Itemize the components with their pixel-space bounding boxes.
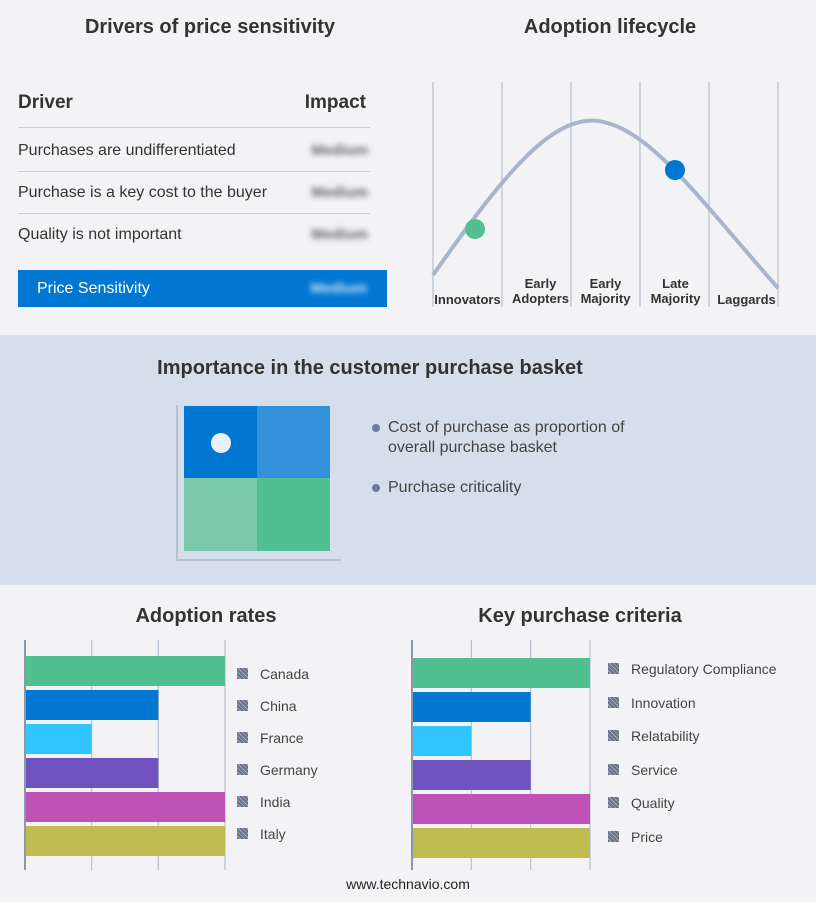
legend-swatch-icon [237,764,248,775]
price-sensitivity-summary: Price Sensitivity Medium [18,270,387,307]
driver-row: Purchases are undifferentiated Medium [18,130,370,172]
lifecycle-title: Adoption lifecycle [523,16,697,38]
legend-item: Relatability [608,728,699,744]
legend-label: India [260,794,291,810]
legend-item: Italy [237,826,286,842]
legend-item: China [237,698,297,714]
matrix-cell [257,478,330,551]
basket-title: Importance in the customer purchase bask… [157,357,583,379]
legend-label: China [260,698,297,714]
stage-label: Early Majority [580,276,631,306]
basket-bullet: Cost of purchase as proportion of overal… [370,418,650,458]
innovators-marker [465,219,485,239]
bar-service [413,760,531,790]
late-majority-marker [665,160,685,180]
legend-item: Quality [608,795,675,811]
legend-swatch-icon [608,831,619,842]
legend-label: Service [631,761,678,778]
legend-item: Innovation [608,695,696,711]
legend-item: Germany [237,762,318,778]
stage-label: Early Adopters [511,276,570,306]
legend-swatch-icon [608,797,619,809]
driver-row: Purchase is a key cost to the buyer Mediu… [18,172,370,214]
drivers-title: Drivers of price sensitivity [84,16,336,38]
adoption-curve [431,118,780,290]
legend-item: Canada [237,666,309,682]
legend-swatch-icon [608,663,619,674]
legend-swatch-icon [237,796,248,807]
lifecycle-chart [431,82,780,307]
stage-label: Innovators [434,292,501,307]
y-axis [176,405,178,560]
legend-label: Quality [631,795,675,812]
legend-item: Price [608,829,663,845]
basket-band [0,335,816,585]
bar-italy [26,826,225,856]
position-marker [211,433,231,453]
bar-regulatory-compliance [413,658,590,688]
basket-bullet: Purchase criticality [370,478,650,498]
legend-item: India [237,794,290,810]
bar-india [26,792,225,822]
bar-china [26,690,159,720]
legend-label: Relatability [631,728,700,745]
bar-charts [24,640,591,870]
stage-label: Laggards [717,292,776,307]
footer-url: www.technavio.com [346,876,470,892]
legend-swatch-icon [608,763,619,775]
legend-item: Service [608,762,678,778]
x-axis [176,559,341,561]
bar-relatability [413,726,472,756]
legend-swatch-icon [608,696,619,708]
bar-canada [26,656,225,686]
legend-label: Price [631,829,663,845]
legend-label: Italy [260,826,286,842]
legend-item: France [237,730,304,746]
drivers-header: Driver Impact [18,92,370,128]
bar-germany [26,758,159,788]
legend-label: Regulatory Compliance [631,661,777,677]
legend-swatch-icon [237,732,248,743]
legend-label: France [260,730,304,746]
adoption-rates-title: Adoption rates [135,605,277,627]
legend-label: Innovation [631,694,696,711]
matrix-cell [257,406,330,478]
legend-label: Germany [260,762,318,778]
legend-swatch-icon [237,668,248,679]
purchase-criteria-title: Key purchase criteria [478,605,682,627]
matrix-cell [184,478,257,551]
legend-swatch-icon [237,828,248,839]
bar-france [26,724,92,754]
bar-price [413,828,590,858]
col-impact: Impact [304,92,366,113]
bar-quality [413,794,590,824]
col-driver: Driver [18,92,73,113]
driver-row: Quality is not important Medium [18,226,368,243]
bar-innovation [413,692,531,722]
legend-item: Regulatory Compliance [608,661,777,677]
legend-swatch-icon [237,700,248,711]
stage-label: Late Majority [650,276,701,306]
legend-label: Canada [260,666,310,682]
legend-swatch-icon [608,730,619,742]
